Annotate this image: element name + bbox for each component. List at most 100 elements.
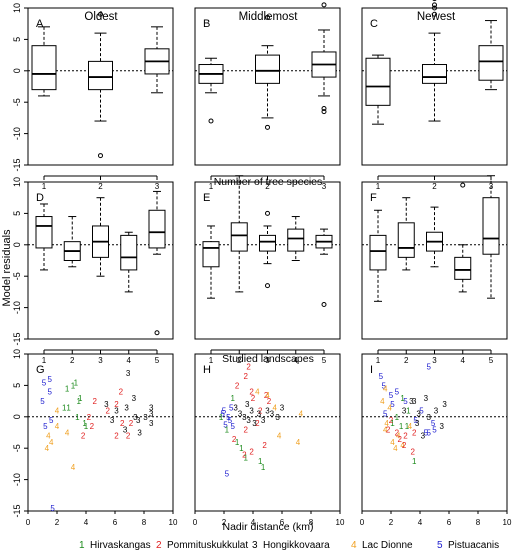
point-group-3: 3 bbox=[434, 407, 439, 416]
point-group-4: 4 bbox=[383, 385, 388, 394]
point-group-3: 3 bbox=[124, 403, 129, 412]
outlier-point bbox=[432, 5, 437, 11]
panel-frame bbox=[361, 181, 508, 340]
point-group-3: 3 bbox=[143, 413, 148, 422]
point-group-4: 4 bbox=[46, 432, 51, 441]
point-group-1: 1 bbox=[75, 413, 80, 422]
point-group-3: 3 bbox=[426, 413, 431, 422]
x-tick-label: 3 bbox=[432, 356, 437, 365]
point-group-5: 5 bbox=[42, 378, 47, 387]
panel-letter: I bbox=[370, 364, 373, 376]
column-title-middlemost: Middlemost bbox=[239, 11, 299, 23]
x-tick-label: 3 bbox=[98, 356, 103, 365]
panel-letter: A bbox=[36, 18, 44, 30]
point-group-4: 4 bbox=[277, 432, 282, 441]
panel-letter: C bbox=[370, 18, 378, 30]
point-group-3: 3 bbox=[104, 400, 109, 409]
panel-frame bbox=[27, 353, 174, 512]
row2-x-axis-label: Studied landscapes bbox=[222, 353, 314, 365]
point-group-2: 2 bbox=[403, 432, 408, 441]
point-group-2: 2 bbox=[244, 372, 249, 381]
box-3 bbox=[311, 2, 337, 115]
point-group-3: 3 bbox=[132, 394, 137, 403]
box-body bbox=[482, 197, 500, 255]
point-group-1: 1 bbox=[84, 422, 89, 431]
point-group-3: 3 bbox=[242, 413, 247, 422]
column-titles: Oldest Middlemost Newest bbox=[84, 11, 456, 23]
box-5 bbox=[315, 228, 333, 307]
point-group-3: 3 bbox=[440, 422, 445, 431]
outlier-point bbox=[321, 301, 327, 307]
panel-D: D 10 5 0 -5 -10 -15 1 2 3 4 5 bbox=[12, 177, 174, 365]
point-group-5: 5 bbox=[40, 397, 45, 406]
point-group-1: 1 bbox=[405, 422, 410, 431]
box-body bbox=[35, 216, 53, 249]
box-body bbox=[365, 57, 391, 106]
y-tick-label: 10 bbox=[12, 177, 22, 187]
box-body bbox=[422, 64, 447, 84]
point-group-4: 4 bbox=[396, 432, 401, 441]
point-group-3: 3 bbox=[424, 394, 429, 403]
point-group-1: 1 bbox=[62, 403, 67, 412]
legend-label-3: Hongikkovaara bbox=[263, 540, 330, 550]
legend-label-5: Pistuacanis bbox=[448, 540, 499, 550]
x-tick-label: 2 bbox=[389, 518, 394, 527]
y-tick-label: 5 bbox=[12, 211, 22, 216]
point-group-5: 5 bbox=[395, 388, 400, 397]
point-group-5: 5 bbox=[379, 372, 384, 381]
x-tick-label: 2 bbox=[98, 182, 103, 191]
x-tick-label: 2 bbox=[265, 182, 270, 191]
point-group-1: 1 bbox=[71, 381, 76, 390]
point-group-3: 3 bbox=[233, 403, 238, 412]
x-tick-label: 3 bbox=[322, 182, 327, 191]
point-group-3: 3 bbox=[402, 407, 407, 416]
box-body bbox=[287, 228, 305, 252]
point-group-1: 1 bbox=[74, 378, 79, 387]
point-group-1: 1 bbox=[219, 413, 224, 422]
point-group-2: 2 bbox=[264, 391, 269, 400]
panel-B: B 1 2 3 bbox=[194, 2, 341, 191]
point-group-1: 1 bbox=[66, 403, 71, 412]
point-group-3: 3 bbox=[238, 410, 243, 419]
point-group-4: 4 bbox=[49, 438, 54, 447]
box-4 bbox=[287, 216, 305, 261]
point-group-5: 5 bbox=[229, 403, 234, 412]
point-group-3: 3 bbox=[133, 413, 138, 422]
y-tick-label: 10 bbox=[12, 349, 22, 359]
panel-A: A 10 5 0 -5 -10 -15 1 2 3 bbox=[12, 3, 174, 191]
legend-number-3: 3 bbox=[252, 540, 258, 550]
outlier-point bbox=[432, 0, 437, 2]
x-tick-label: 2 bbox=[432, 182, 437, 191]
box-body bbox=[230, 222, 248, 252]
x-tick-label: 2 bbox=[70, 356, 75, 365]
point-group-5: 5 bbox=[424, 429, 429, 438]
point-group-1: 1 bbox=[225, 425, 230, 434]
box-body bbox=[202, 241, 220, 268]
x-tick-label: 4 bbox=[418, 518, 423, 527]
point-group-1: 1 bbox=[399, 422, 404, 431]
panel-frame bbox=[194, 353, 341, 512]
row3-x-axis-label: Nadir distance (km) bbox=[222, 521, 313, 533]
box-2 bbox=[422, 0, 447, 122]
point-group-5: 5 bbox=[431, 419, 436, 428]
point-group-3: 3 bbox=[126, 369, 131, 378]
box-5 bbox=[148, 190, 166, 336]
x-tick-label: 6 bbox=[113, 518, 118, 527]
y-tick-label: -5 bbox=[12, 98, 22, 106]
point-group-1: 1 bbox=[77, 397, 82, 406]
point-group-2: 2 bbox=[242, 450, 247, 459]
point-group-5: 5 bbox=[230, 422, 235, 431]
point-group-1: 1 bbox=[65, 385, 70, 394]
point-group-3: 3 bbox=[412, 397, 417, 406]
point-group-3: 3 bbox=[149, 419, 154, 428]
point-group-4: 4 bbox=[408, 422, 413, 431]
point-group-3: 3 bbox=[246, 416, 251, 425]
box-body bbox=[478, 45, 504, 81]
point-group-2: 2 bbox=[106, 407, 111, 416]
point-group-2: 2 bbox=[114, 432, 119, 441]
outlier-point bbox=[265, 210, 270, 216]
point-group-3: 3 bbox=[137, 429, 142, 438]
point-group-1: 1 bbox=[230, 394, 235, 403]
